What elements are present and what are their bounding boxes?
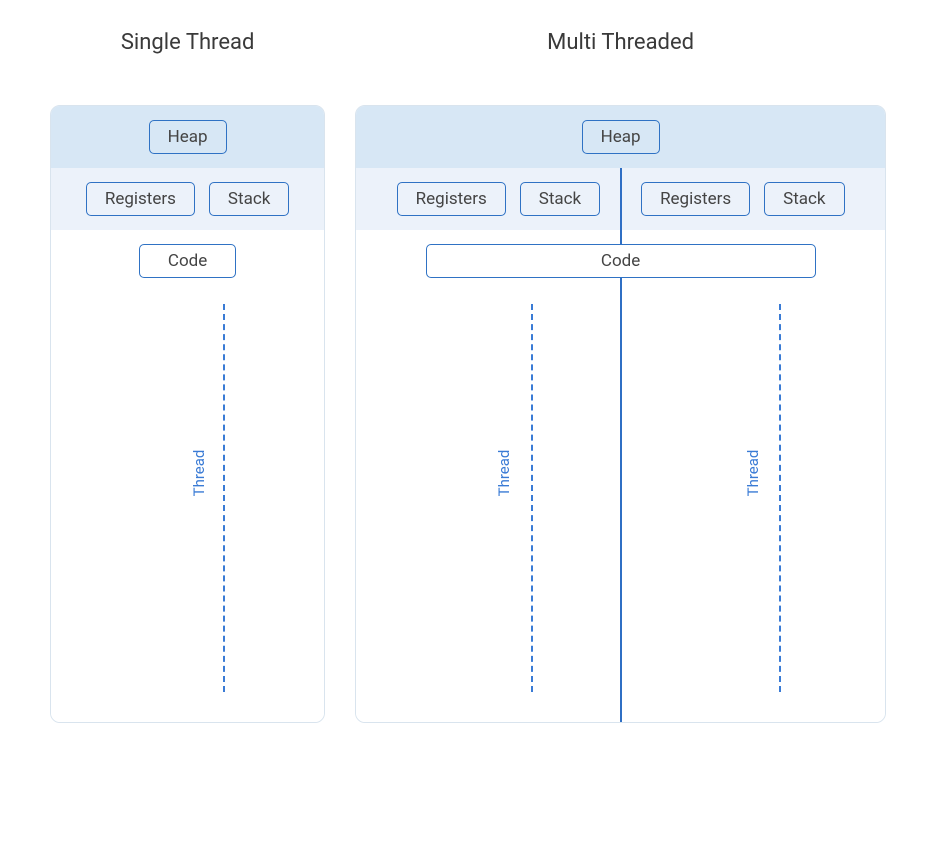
thread-label: Thread bbox=[190, 449, 208, 496]
single-thread-title: Single Thread bbox=[121, 30, 255, 55]
multi-thread-panel: Heap Registers Stack Registers Stack bbox=[355, 105, 886, 723]
code-band: Code bbox=[356, 230, 885, 292]
thread-line bbox=[223, 304, 225, 692]
thread-label-0: Thread bbox=[495, 449, 513, 496]
stack-chip: Stack bbox=[520, 182, 600, 216]
heap-band: Heap bbox=[51, 106, 324, 168]
stack-chip: Stack bbox=[764, 182, 844, 216]
multi-registers-row: Registers Stack Registers Stack bbox=[376, 182, 865, 216]
stack-chip: Stack bbox=[209, 182, 289, 216]
single-threads-area: Thread bbox=[51, 292, 324, 722]
single-thread-column: Single Thread Heap Registers Stack Code … bbox=[50, 30, 325, 723]
registers-band: Registers Stack bbox=[51, 168, 324, 230]
multi-thread-title: Multi Threaded bbox=[547, 30, 694, 55]
registers-chip: Registers bbox=[397, 182, 506, 216]
single-thread-panel: Heap Registers Stack Code Thread bbox=[50, 105, 325, 723]
heap-chip: Heap bbox=[582, 120, 660, 154]
diagram-row: Single Thread Heap Registers Stack Code … bbox=[50, 30, 886, 723]
multi-threads-area: Thread Thread bbox=[356, 292, 885, 722]
registers-band: Registers Stack Registers Stack bbox=[356, 168, 885, 230]
thread-divider bbox=[620, 292, 622, 722]
thread-label-1: Thread bbox=[744, 449, 762, 496]
registers-chip: Registers bbox=[86, 182, 195, 216]
thread-line-0 bbox=[531, 304, 533, 692]
register-set-0: Registers Stack bbox=[376, 182, 620, 216]
register-set: Registers Stack bbox=[86, 182, 289, 216]
heap-band: Heap bbox=[356, 106, 885, 168]
code-chip: Code bbox=[139, 244, 236, 278]
thread-line-1 bbox=[779, 304, 781, 692]
multi-thread-column: Multi Threaded Heap Registers Stack Regi… bbox=[355, 30, 886, 723]
code-chip: Code bbox=[426, 244, 816, 278]
register-set-1: Registers Stack bbox=[621, 182, 865, 216]
heap-chip: Heap bbox=[149, 120, 227, 154]
code-band: Code bbox=[51, 230, 324, 292]
registers-chip: Registers bbox=[641, 182, 750, 216]
